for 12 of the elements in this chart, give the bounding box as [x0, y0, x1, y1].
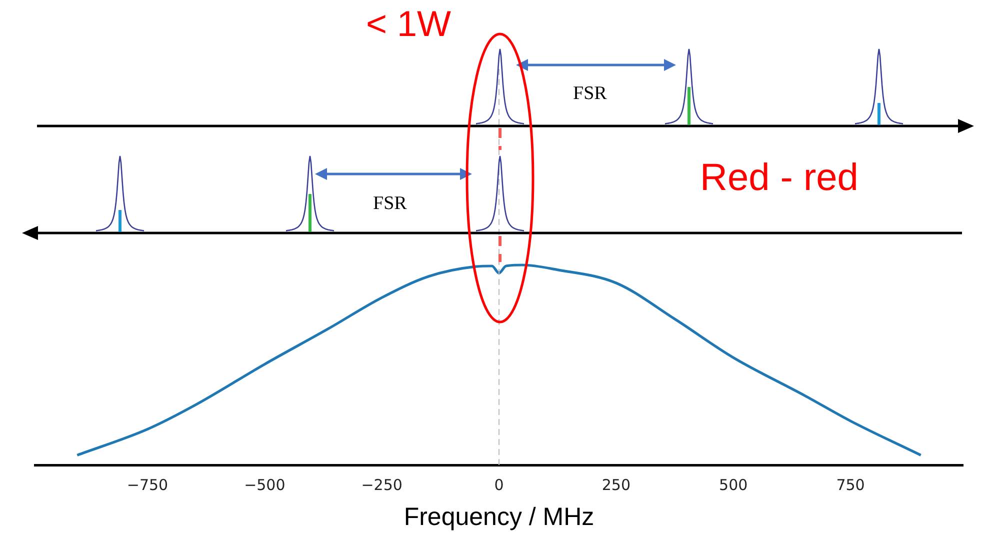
x-tick-label: 750: [836, 476, 865, 494]
x-tick-label: 250: [602, 476, 630, 494]
x-tick-label: −750: [126, 476, 168, 494]
text: FSR: [373, 193, 407, 215]
x-tick-label: −250: [361, 476, 402, 494]
x-tick-label: 500: [719, 476, 748, 494]
x-tick-label: 0: [494, 476, 504, 494]
text: < 1W: [366, 3, 452, 44]
x-tick-label: −500: [244, 476, 286, 494]
x-axis-title: Frequency / MHz: [404, 502, 594, 531]
text: FSR: [573, 83, 607, 105]
text: Red - red: [700, 157, 858, 200]
